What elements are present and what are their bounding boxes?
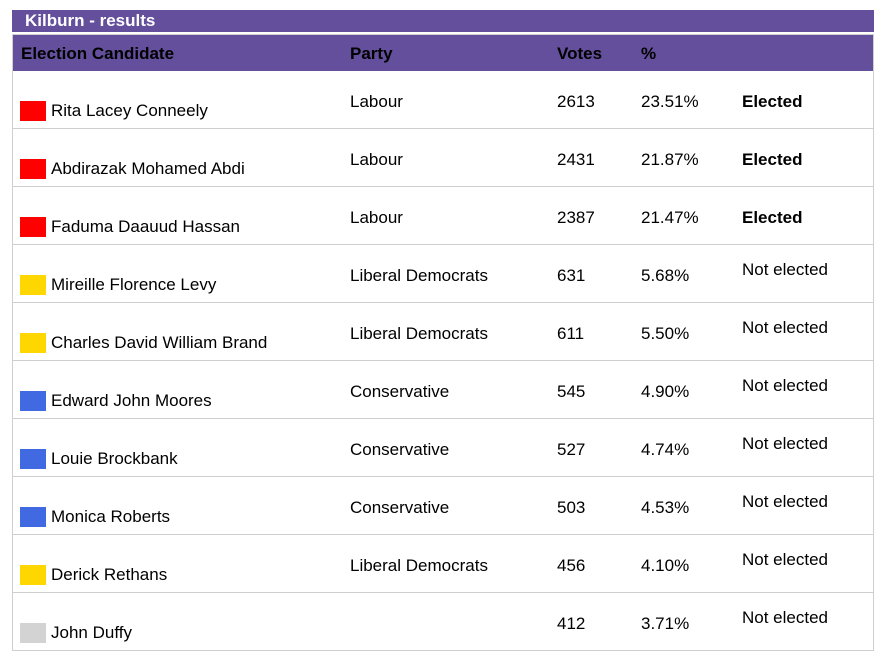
table-row: Faduma Daauud Hassan Labour 2387 21.47% Elec… <box>13 187 873 245</box>
candidate-name: Rita Lacey Conneely <box>51 101 208 120</box>
candidate-party: Labour <box>350 92 403 111</box>
result-status: Not elected <box>742 260 828 279</box>
candidate-name: Louie Brockbank <box>51 449 178 468</box>
candidate-percent: 21.87% <box>641 150 699 169</box>
party-color-swatch <box>20 449 46 469</box>
candidate-votes: 545 <box>557 382 586 401</box>
party-color-swatch <box>20 391 46 411</box>
result-status: Not elected <box>742 492 828 511</box>
party-color-swatch <box>20 275 46 295</box>
table-row: John Duffy 412 3.71% Not elected <box>13 593 873 651</box>
candidate-party: Conservative <box>350 382 450 401</box>
candidate-votes: 611 <box>557 324 585 343</box>
result-status: Elected <box>742 92 803 111</box>
candidate-votes: 456 <box>557 556 586 575</box>
candidate-percent: 4.10% <box>641 556 690 575</box>
candidate-percent: 4.53% <box>641 498 690 517</box>
table-row: Mireille Florence Levy Liberal Democrats 6… <box>13 245 873 303</box>
column-header-party: Party <box>350 44 393 63</box>
candidate-name: Derick Rethans <box>51 565 168 584</box>
candidate-percent: 4.90% <box>641 382 690 401</box>
candidate-votes: 527 <box>557 440 586 459</box>
result-status: Elected <box>742 208 803 227</box>
candidate-name: Faduma Daauud Hassan <box>51 217 241 236</box>
table-body: Rita Lacey Conneely Labour 2613 23.51% Elect… <box>12 71 874 651</box>
table-row: Louie Brockbank Conservative 527 4.74% Not e… <box>13 419 873 477</box>
results-table: Kilburn - results Election Candidate Par… <box>12 10 874 651</box>
candidate-name: Abdirazak Mohamed Abdi <box>51 159 245 178</box>
candidate-votes: 503 <box>557 498 586 517</box>
party-color-swatch <box>20 333 46 353</box>
party-color-swatch <box>20 507 46 527</box>
candidate-name: Edward John Moores <box>51 391 212 410</box>
party-color-swatch <box>20 565 46 585</box>
table-row: Rita Lacey Conneely Labour 2613 23.51% Elect… <box>13 71 873 129</box>
column-header-percent: % <box>641 44 657 63</box>
candidate-party: Labour <box>350 150 403 169</box>
candidate-votes: 2431 <box>557 150 595 169</box>
table-title: Kilburn - results <box>12 10 874 32</box>
candidate-party: Liberal Democrats <box>350 556 488 575</box>
result-status: Not elected <box>742 434 828 453</box>
candidate-percent: 23.51% <box>641 92 699 111</box>
result-status: Not elected <box>742 376 828 395</box>
party-color-swatch <box>20 623 46 643</box>
candidate-name: Monica Roberts <box>51 507 171 526</box>
table-row: Derick Rethans Liberal Democrats 456 4.10% N… <box>13 535 873 593</box>
candidate-name: Mireille Florence Levy <box>51 275 217 294</box>
candidate-name: John Duffy <box>51 623 132 642</box>
candidate-percent: 4.74% <box>641 440 690 459</box>
result-status: Elected <box>742 150 803 169</box>
candidate-party: Liberal Democrats <box>350 324 488 343</box>
result-status: Not elected <box>742 608 828 627</box>
party-color-swatch <box>20 159 46 179</box>
candidate-votes: 2613 <box>557 92 595 111</box>
candidate-percent: 5.50% <box>641 324 690 343</box>
table-row: Charles David William Brand Liberal Democ… <box>13 303 873 361</box>
column-header-candidate: Election Candidate <box>21 44 175 63</box>
result-status: Not elected <box>742 550 828 569</box>
table-row: Abdirazak Mohamed Abdi Labour 2431 21.87% El… <box>13 129 873 187</box>
candidate-party: Liberal Democrats <box>350 266 488 285</box>
result-status: Not elected <box>742 318 828 337</box>
candidate-votes: 412 <box>557 614 586 633</box>
table-row: Edward John Moores Conservative 545 4.90% No… <box>13 361 873 419</box>
candidate-votes: 631 <box>557 266 586 285</box>
candidate-party: Labour <box>350 208 403 227</box>
table-header-row: Election Candidate Party Votes % <box>12 34 874 71</box>
candidate-percent: 3.71% <box>641 614 690 633</box>
candidate-percent: 21.47% <box>641 208 699 227</box>
candidate-name: Charles David William Brand <box>51 333 268 352</box>
candidate-party: Conservative <box>350 498 450 517</box>
candidate-party: Conservative <box>350 440 450 459</box>
column-header-votes: Votes <box>557 44 603 63</box>
candidate-votes: 2387 <box>557 208 595 227</box>
table-row: Monica Roberts Conservative 503 4.53% Not el… <box>13 477 873 535</box>
candidate-percent: 5.68% <box>641 266 690 285</box>
party-color-swatch <box>20 217 46 237</box>
party-color-swatch <box>20 101 46 121</box>
